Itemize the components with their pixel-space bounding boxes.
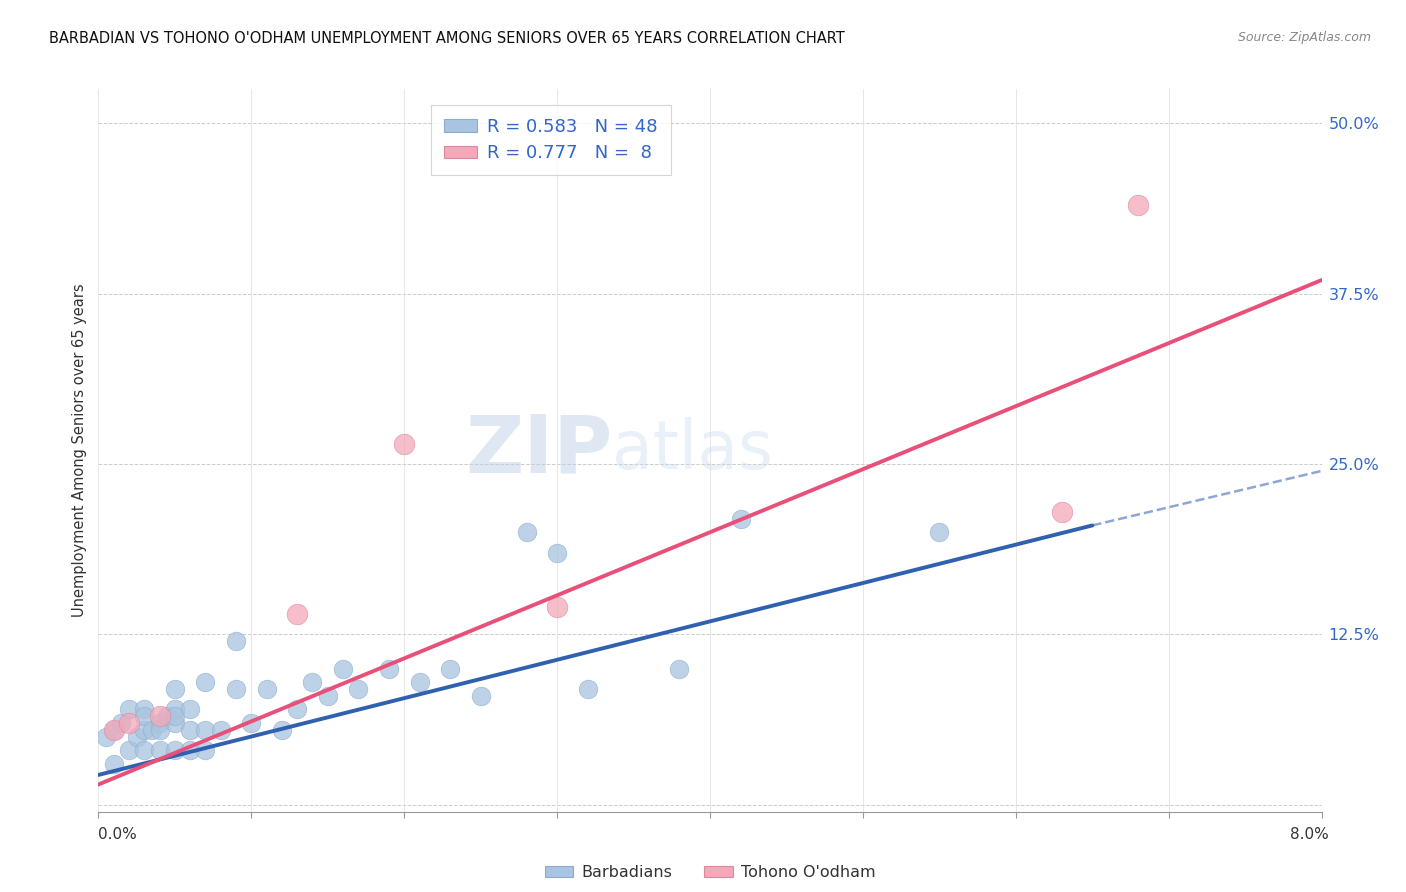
Point [928, 525, 950, 540]
Point [156, 709, 179, 723]
Text: 0.0%: 0.0% [98, 827, 138, 841]
Point [179, 743, 201, 757]
Point [118, 716, 141, 731]
Point [103, 757, 125, 772]
Text: BARBADIAN VS TOHONO O'ODHAM UNEMPLOYMENT AMONG SENIORS OVER 65 YEARS CORRELATION: BARBADIAN VS TOHONO O'ODHAM UNEMPLOYMENT… [49, 31, 845, 46]
Point [194, 723, 217, 737]
Point [470, 689, 492, 703]
Point [576, 681, 599, 696]
Point [668, 662, 690, 676]
Point [194, 743, 217, 757]
Point [516, 525, 538, 540]
Point [179, 702, 201, 716]
Point [163, 709, 186, 723]
Text: Source: ZipAtlas.com: Source: ZipAtlas.com [1237, 31, 1371, 45]
Point [347, 681, 370, 696]
Point [118, 743, 141, 757]
Point [378, 662, 401, 676]
Point [134, 709, 156, 723]
Point [439, 662, 461, 676]
Y-axis label: Unemployment Among Seniors over 65 years: Unemployment Among Seniors over 65 years [72, 284, 87, 617]
Point [125, 730, 148, 744]
Point [103, 723, 125, 737]
Point [332, 662, 354, 676]
Text: 8.0%: 8.0% [1289, 827, 1329, 841]
Point [110, 716, 132, 731]
Point [134, 723, 156, 737]
Point [149, 709, 172, 723]
Point [149, 743, 172, 757]
Legend: Barbadians, Tohono O'odham: Barbadians, Tohono O'odham [538, 859, 882, 887]
Point [1128, 198, 1150, 212]
Point [285, 607, 308, 621]
Point [546, 600, 568, 615]
Point [270, 723, 294, 737]
Text: ZIP: ZIP [465, 411, 612, 490]
Point [285, 702, 308, 716]
Point [316, 689, 339, 703]
Point [141, 723, 163, 737]
Point [209, 723, 232, 737]
Point [408, 675, 430, 690]
Point [103, 723, 125, 737]
Point [194, 675, 217, 690]
Point [179, 723, 201, 737]
Point [118, 702, 141, 716]
Point [546, 546, 568, 560]
Point [149, 723, 172, 737]
Point [163, 743, 186, 757]
Point [730, 511, 752, 525]
Point [1050, 505, 1073, 519]
Point [149, 716, 172, 731]
Point [256, 681, 278, 696]
Point [94, 730, 117, 744]
Point [163, 681, 186, 696]
Point [134, 743, 156, 757]
Text: atlas: atlas [612, 417, 773, 483]
Point [301, 675, 323, 690]
Point [225, 681, 247, 696]
Point [163, 702, 186, 716]
Point [163, 716, 186, 731]
Point [240, 716, 263, 731]
Point [392, 436, 416, 450]
Point [225, 634, 247, 648]
Point [134, 702, 156, 716]
